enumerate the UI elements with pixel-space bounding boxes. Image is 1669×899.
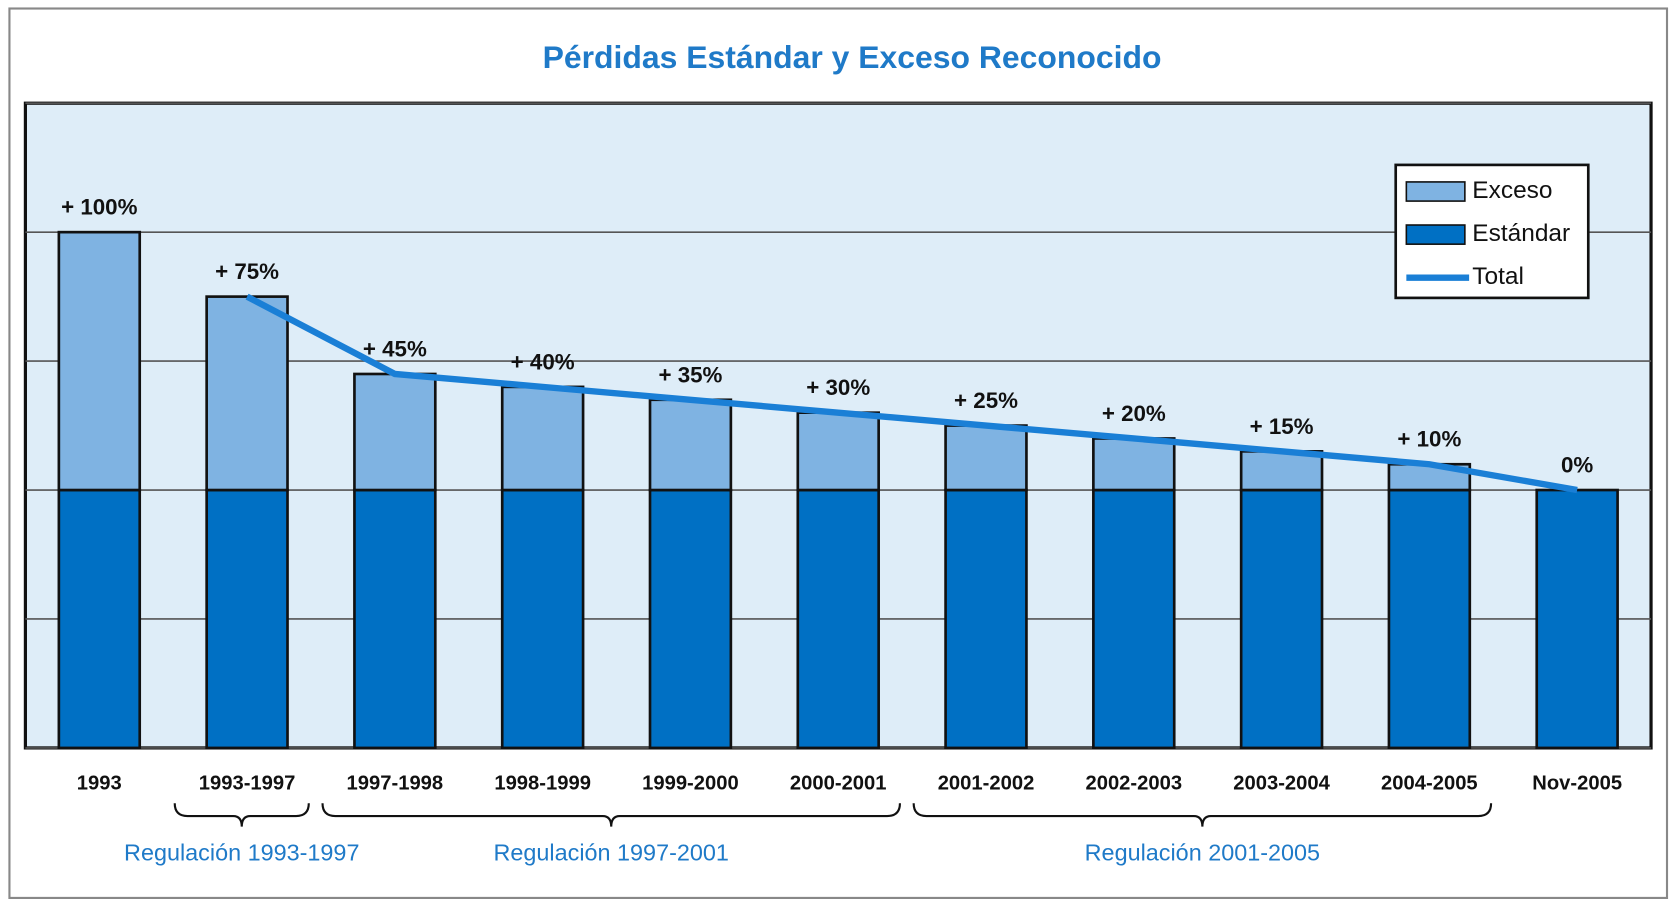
x-tick-label: Nov-2005 xyxy=(1532,772,1622,794)
brace xyxy=(173,803,310,827)
bar xyxy=(1092,488,1176,750)
x-tick-label: 1999-2000 xyxy=(642,772,739,794)
x-tick-label: 2003-2004 xyxy=(1233,772,1330,794)
annotation: Regulación 2001-2005 xyxy=(1085,840,1320,866)
x-tick-label: 2002-2003 xyxy=(1085,772,1182,794)
bar xyxy=(944,424,1028,492)
bar xyxy=(1092,437,1176,492)
bar xyxy=(944,488,1028,750)
legend-swatch xyxy=(1405,224,1466,245)
bar xyxy=(1535,488,1619,750)
bar xyxy=(353,488,437,750)
value-label: + 15% xyxy=(1250,414,1314,439)
x-tick-label: 2001-2002 xyxy=(938,772,1035,794)
x-tick-label: 1993-1997 xyxy=(199,772,296,794)
legend-label: Exceso xyxy=(1472,177,1552,204)
bar xyxy=(1387,488,1472,750)
x-tick-label: 1997-1998 xyxy=(347,772,444,794)
x-tick-label: 2000-2001 xyxy=(790,772,887,794)
bar xyxy=(648,398,733,492)
value-label: + 75% xyxy=(215,259,279,284)
chart-title: Pérdidas Estándar y Exceso Reconocido xyxy=(543,39,1162,75)
annotation: Regulación 1997-2001 xyxy=(494,840,729,866)
bar xyxy=(1239,450,1324,492)
bar xyxy=(1239,488,1324,750)
bar xyxy=(205,295,289,492)
x-tick-label: 1998-1999 xyxy=(494,772,591,794)
brace xyxy=(912,803,1493,827)
bar xyxy=(500,385,585,492)
bar xyxy=(57,230,142,492)
bar xyxy=(205,488,289,750)
value-label: + 40% xyxy=(511,349,575,374)
legend-swatch xyxy=(1405,181,1466,202)
line xyxy=(245,293,1578,494)
bar xyxy=(648,488,733,750)
value-label: + 100% xyxy=(61,195,137,220)
bar xyxy=(57,488,142,750)
value-label: + 10% xyxy=(1397,427,1461,452)
bar xyxy=(796,488,880,750)
legend-label: Estándar xyxy=(1472,220,1570,247)
value-label: + 45% xyxy=(363,336,427,361)
annotation: Regulación 1993-1997 xyxy=(124,840,359,866)
value-label: + 30% xyxy=(806,375,870,400)
legend-label: Total xyxy=(1472,263,1524,290)
x-tick-label: 1993 xyxy=(77,772,122,794)
bar xyxy=(500,488,585,750)
bar xyxy=(353,372,437,492)
value-label: 0% xyxy=(1561,453,1593,478)
x-tick-label: 2004-2005 xyxy=(1381,772,1478,794)
value-label: + 25% xyxy=(954,388,1018,413)
value-label: + 35% xyxy=(658,362,722,387)
bar xyxy=(796,411,880,492)
value-label: + 20% xyxy=(1102,401,1166,426)
brace xyxy=(321,803,901,827)
